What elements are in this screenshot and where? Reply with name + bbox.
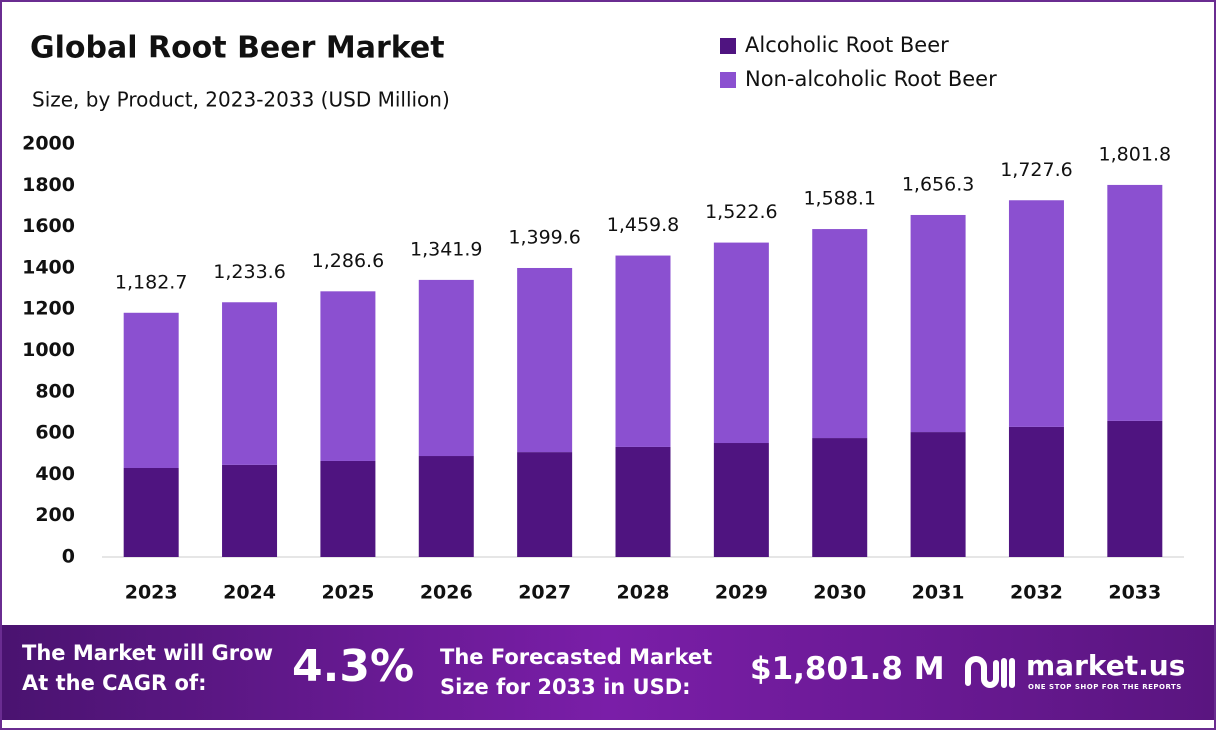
bar-segment — [222, 464, 278, 557]
bar-segment — [123, 312, 179, 468]
cagr-value: 4.3% — [292, 641, 415, 692]
y-tick-label: 2000 — [22, 133, 75, 155]
total-label: 1,801.8 — [1099, 143, 1172, 165]
cagr-line1: The Market will Grow — [22, 641, 273, 665]
y-tick-label: 1200 — [22, 298, 75, 320]
bar-segment — [418, 279, 474, 457]
x-tick-label: 2028 — [617, 582, 670, 604]
x-tick-label: 2026 — [420, 582, 473, 604]
y-tick-label: 200 — [35, 504, 75, 526]
total-label: 1,182.7 — [115, 271, 188, 293]
y-tick-label: 1400 — [22, 256, 75, 278]
total-label: 1,341.9 — [410, 238, 483, 260]
bar-segment — [713, 443, 769, 557]
tagline: ONE STOP SHOP FOR THE REPORTS — [1028, 683, 1182, 691]
bar-segment — [1107, 420, 1163, 557]
y-tick-label: 600 — [35, 422, 75, 444]
total-label: 1,656.3 — [902, 173, 975, 195]
x-tick-label: 2029 — [715, 582, 768, 604]
bar-segment — [910, 214, 966, 433]
legend-swatch — [720, 38, 736, 54]
x-tick-label: 2033 — [1108, 582, 1161, 604]
bar-segment — [812, 438, 868, 557]
bar-segment — [222, 302, 278, 465]
bar-segment — [1008, 426, 1064, 557]
y-tick-label: 1800 — [22, 174, 75, 196]
bar-segment — [1008, 200, 1064, 427]
bar-segment — [320, 460, 376, 557]
y-tick-label: 1000 — [22, 339, 75, 361]
forecast-line2: Size for 2033 in USD: — [440, 675, 691, 699]
total-label: 1,727.6 — [1000, 159, 1073, 181]
bar-segment — [812, 229, 868, 439]
x-tick-label: 2024 — [223, 582, 276, 604]
x-tick-label: 2031 — [912, 582, 965, 604]
x-tick-label: 2027 — [518, 582, 571, 604]
y-tick-label: 400 — [35, 463, 75, 485]
bar-segment — [418, 456, 474, 557]
chart-title: Global Root Beer Market — [30, 31, 445, 66]
bar-segment — [517, 452, 573, 557]
bar-segment — [123, 467, 179, 557]
cagr-line2: At the CAGR of: — [22, 671, 207, 695]
brand-logo — [965, 656, 1015, 688]
bar-segment — [1107, 184, 1163, 421]
x-tick-label: 2032 — [1010, 582, 1063, 604]
y-tick-label: 1600 — [22, 215, 75, 237]
bar-segment — [320, 291, 376, 461]
total-label: 1,522.6 — [705, 201, 778, 223]
y-tick-label: 0 — [62, 546, 75, 568]
bar-segment — [713, 242, 769, 444]
total-label: 1,459.8 — [607, 214, 680, 236]
x-tick-label: 2025 — [321, 582, 374, 604]
x-tick-label: 2030 — [813, 582, 866, 604]
brand: market.us — [1026, 649, 1186, 682]
bar-segment — [517, 267, 573, 453]
bar-segment — [615, 446, 671, 557]
total-label: 1,399.6 — [508, 226, 581, 248]
footer: The Market will Grow At the CAGR of: 4.3… — [2, 625, 1214, 720]
bar-segment — [910, 432, 966, 557]
chart-subtitle: Size, by Product, 2023-2033 (USD Million… — [32, 88, 450, 112]
total-label: 1,286.6 — [312, 250, 385, 272]
total-label: 1,588.1 — [803, 188, 876, 210]
forecast-line1: The Forecasted Market — [440, 645, 713, 669]
legend-label: Alcoholic Root Beer — [745, 33, 949, 57]
total-label: 1,233.6 — [213, 261, 286, 283]
bar-segment — [615, 255, 671, 447]
legend-swatch — [720, 72, 736, 88]
legend-label: Non-alcoholic Root Beer — [745, 67, 997, 91]
forecast-value: $1,801.8 M — [750, 651, 945, 687]
y-tick-label: 800 — [35, 380, 75, 402]
x-tick-label: 2023 — [125, 582, 178, 604]
chart: Global Root Beer Market Size, by Product… — [22, 31, 1184, 604]
